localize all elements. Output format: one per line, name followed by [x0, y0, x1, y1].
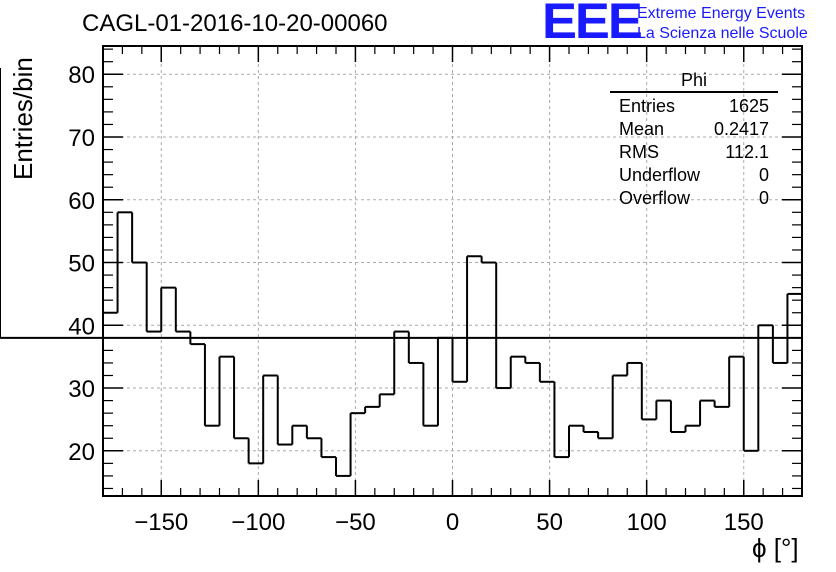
- stats-value: 112.1: [725, 142, 769, 162]
- stats-label: Mean: [619, 119, 665, 139]
- stats-row: Mean 0.2417: [610, 118, 778, 141]
- run-title: CAGL-01-2016-10-20-00060: [82, 10, 388, 37]
- stats-value: 0.2417: [713, 119, 769, 139]
- y-axis-label: Entries/bin: [8, 57, 38, 180]
- grid-lines: [103, 46, 802, 496]
- y-tick-label: 70: [68, 125, 95, 152]
- y-tick-label: 60: [68, 188, 95, 215]
- stats-value: 0: [758, 188, 769, 208]
- stats-label: Overflow: [619, 188, 691, 208]
- stats-title: Phi: [610, 70, 778, 93]
- logo-mark: EEE: [542, 0, 643, 49]
- y-tick-label: 20: [68, 439, 95, 466]
- y-tick-label: 80: [68, 62, 95, 89]
- x-tick-label: 0: [446, 509, 459, 536]
- stats-value: 0: [758, 165, 769, 185]
- x-tick-label: −100: [231, 509, 285, 536]
- y-tick-label: 40: [68, 313, 95, 340]
- x-tick-label: 50: [536, 509, 563, 536]
- stats-row: Overflow 0: [610, 187, 778, 210]
- x-tick-label: 100: [627, 509, 667, 536]
- stats-label: Entries: [619, 96, 676, 116]
- stats-row: Underflow 0: [610, 164, 778, 187]
- x-axis-label: ϕ [°]: [752, 533, 799, 563]
- stats-value: 1625: [728, 96, 769, 116]
- stats-label: Underflow: [619, 165, 701, 185]
- x-tick-label: 150: [724, 509, 764, 536]
- plot-frame: [102, 45, 803, 497]
- stats-row: RMS 112.1: [610, 141, 778, 164]
- stats-label: RMS: [619, 142, 659, 162]
- x-tick-label: −50: [335, 509, 376, 536]
- y-tick-label: 30: [68, 376, 95, 403]
- logo-line-2: La Scienza nelle Scuole: [637, 25, 808, 42]
- logo-line-1: Extreme Energy Events: [637, 5, 806, 22]
- stats-row: Entries 1625: [610, 95, 778, 118]
- tick-labels: −150 −100 −50 0 50 100 150 20 30 40 50 60 70 80: [68, 62, 763, 536]
- x-tick-label: −150: [134, 509, 188, 536]
- y-tick-label: 50: [68, 251, 95, 278]
- stats-box: Phi Entries 1625 Mean 0.2417 RMS 112.1 U…: [610, 70, 778, 210]
